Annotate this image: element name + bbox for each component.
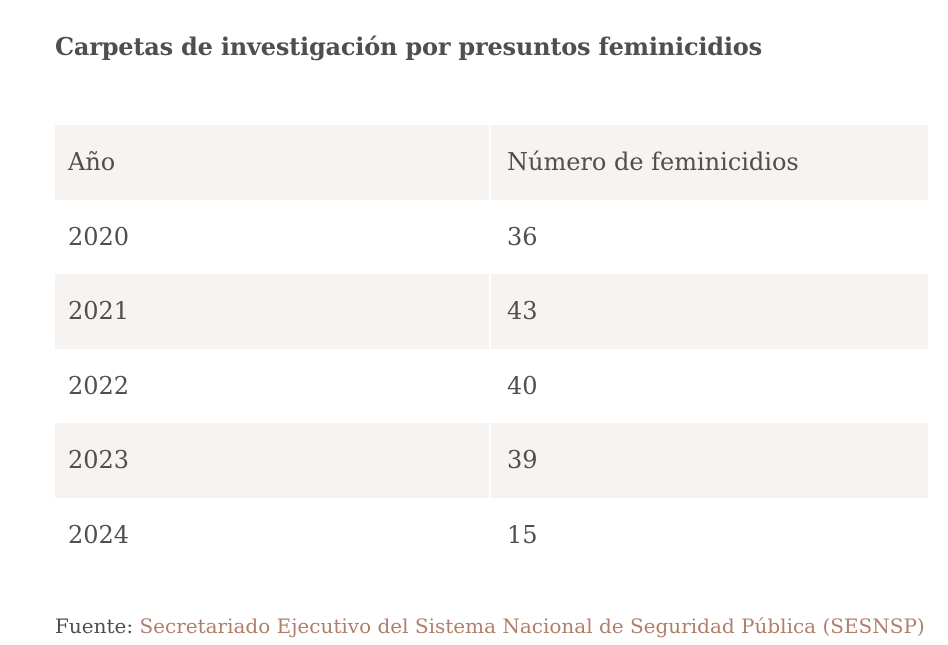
table-title: Carpetas de investigación por presuntos …	[55, 32, 762, 61]
source-link[interactable]: Secretariado Ejecutivo del Sistema Nacio…	[139, 614, 925, 638]
header-cell-year: Año	[55, 125, 491, 200]
data-table: Año Número de feminicidios 2020 36 2021 …	[55, 125, 928, 572]
table-row: 2024 15	[55, 498, 928, 573]
table-row: 2022 40	[55, 349, 928, 424]
source-label: Fuente:	[55, 614, 134, 638]
count-cell: 36	[507, 222, 538, 251]
count-cell: 15	[507, 520, 538, 549]
count-cell: 40	[507, 371, 538, 400]
year-cell: 2021	[55, 274, 491, 349]
table-header-row: Año Número de feminicidios	[55, 125, 928, 200]
year-cell: 2023	[55, 423, 491, 498]
source-note: Fuente: Secretariado Ejecutivo del Siste…	[55, 614, 925, 638]
count-cell: 43	[491, 274, 928, 349]
table-row: 2020 36	[55, 200, 928, 275]
table-row: 2021 43	[55, 274, 928, 349]
count-cell: 39	[491, 423, 928, 498]
year-cell: 2020	[68, 222, 130, 251]
year-cell: 2024	[68, 520, 130, 549]
header-cell-count: Número de feminicidios	[491, 125, 928, 200]
table-row: 2023 39	[55, 423, 928, 498]
year-cell: 2022	[68, 371, 130, 400]
